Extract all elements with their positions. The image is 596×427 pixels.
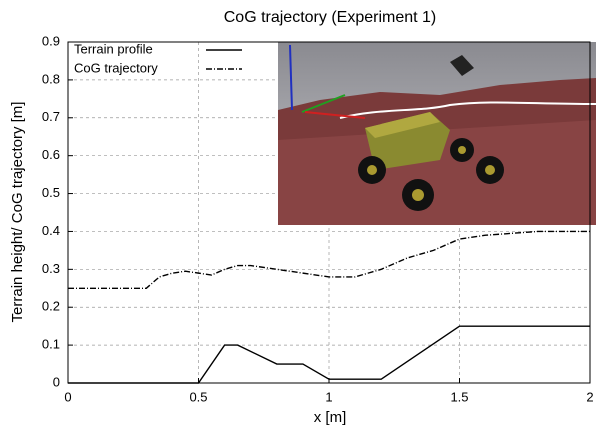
legend-label: CoG trajectory	[74, 60, 158, 75]
y-tick-label: 0.9	[42, 33, 60, 48]
y-tick-label: 0.3	[42, 261, 60, 276]
legend-label: Terrain profile	[74, 41, 153, 56]
chart-title: CoG trajectory (Experiment 1)	[224, 9, 437, 26]
y-tick-label: 0.4	[42, 223, 60, 238]
data-line	[68, 325, 590, 384]
x-tick-label: 1.5	[450, 389, 468, 404]
y-tick-label: 0.7	[42, 109, 60, 124]
y-axis-title: Terrain height/ CoG trajectory [m]	[9, 102, 26, 323]
x-axis-title: x [m]	[314, 409, 347, 426]
y-tick-label: 0.1	[42, 337, 60, 352]
inset-image	[278, 42, 596, 225]
x-tick-label: 2	[586, 389, 593, 404]
y-tick-label: 0	[53, 374, 60, 389]
y-tick-label: 0.5	[42, 185, 60, 200]
x-tick-label: 0	[64, 389, 71, 404]
x-tick-label: 0.5	[189, 389, 207, 404]
y-tick-label: 0.2	[42, 299, 60, 314]
data-line	[68, 230, 590, 289]
y-tick-label: 0.8	[42, 71, 60, 86]
x-tick-label: 1	[325, 389, 332, 404]
plot-frame	[67, 41, 591, 384]
y-tick-label: 0.6	[42, 147, 60, 162]
